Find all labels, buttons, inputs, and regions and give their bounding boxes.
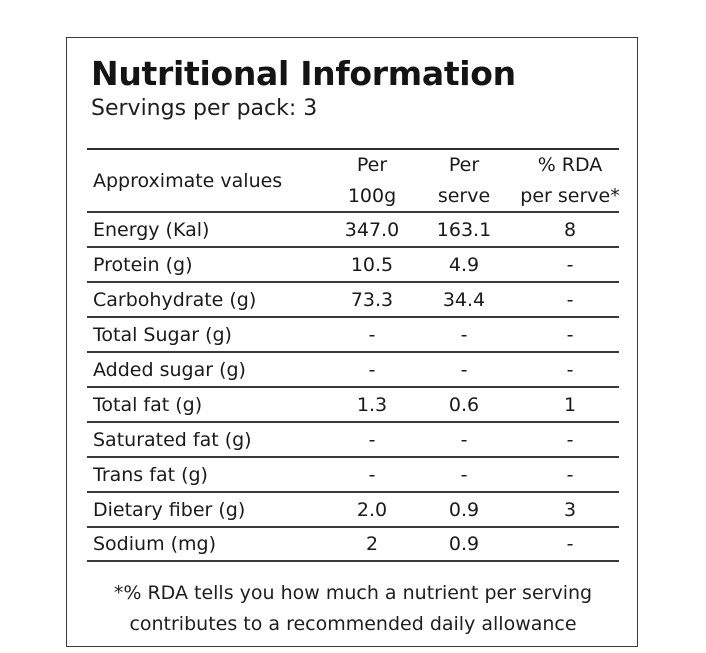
table-row: Total fat (g) 1.3 0.6 1 xyxy=(87,386,619,421)
header-per-100g-line1: Per xyxy=(356,153,388,176)
value-per-serve: 163.1 xyxy=(436,218,492,241)
value-per-serve: - xyxy=(460,463,468,486)
table-row: Added sugar (g) - - - xyxy=(87,351,619,386)
value-rda: - xyxy=(566,533,574,555)
table-row: Total Sugar (g) - - - xyxy=(87,316,619,351)
value-per-100g: 2.0 xyxy=(356,498,388,521)
footnote-line-1: *% RDA tells you how much a nutrient per… xyxy=(113,582,593,604)
servings-per-pack: Servings per pack: 3 xyxy=(91,96,318,121)
value-per-100g: - xyxy=(368,428,376,451)
nutrient-name: Protein (g) xyxy=(93,253,193,276)
value-per-100g: 10.5 xyxy=(350,253,394,276)
value-per-serve: 4.9 xyxy=(448,253,480,276)
header-per-serve-line2: serve xyxy=(437,184,491,207)
table-row: Sodium (mg) 2 0.9 - xyxy=(87,526,619,562)
value-per-100g: 347.0 xyxy=(344,218,400,241)
value-rda: - xyxy=(566,253,574,276)
value-rda: - xyxy=(566,288,574,311)
value-per-serve: - xyxy=(460,323,468,346)
value-per-serve: 0.9 xyxy=(448,498,480,521)
nutrient-name: Sodium (mg) xyxy=(93,533,217,555)
header-per-100g: Per 100g xyxy=(337,150,407,211)
header-approximate-values: Approximate values xyxy=(93,169,283,192)
header-rda-line1: % RDA xyxy=(537,153,603,176)
value-per-100g: 1.3 xyxy=(356,393,388,416)
table-row: Protein (g) 10.5 4.9 - xyxy=(87,246,619,281)
nutrient-name: Trans fat (g) xyxy=(93,463,208,486)
value-per-100g: 73.3 xyxy=(350,288,394,311)
value-rda: 8 xyxy=(563,218,577,241)
value-per-100g: - xyxy=(368,323,376,346)
value-rda: 3 xyxy=(563,498,577,521)
table-row: Dietary fiber (g) 2.0 0.9 3 xyxy=(87,491,619,526)
header-rda-line2: per serve* xyxy=(520,184,620,207)
value-per-100g: - xyxy=(368,358,376,381)
value-rda: - xyxy=(566,428,574,451)
table-row: Trans fat (g) - - - xyxy=(87,456,619,491)
value-per-100g: - xyxy=(368,463,376,486)
nutrient-name: Saturated fat (g) xyxy=(93,428,252,451)
table-header-row: Approximate values Per 100g Per serve % … xyxy=(87,148,620,211)
nutrient-name: Energy (Kal) xyxy=(93,218,210,241)
table-row: Energy (Kal) 347.0 163.1 8 xyxy=(87,211,619,246)
value-per-serve: 34.4 xyxy=(442,288,486,311)
value-per-serve: 0.6 xyxy=(448,393,480,416)
nutrient-name: Dietary fiber (g) xyxy=(93,498,246,521)
nutrient-name: Total fat (g) xyxy=(93,393,203,416)
footnote-line-2: contributes to a recommended daily allow… xyxy=(129,613,577,635)
value-per-serve: - xyxy=(460,358,468,381)
label-title: Nutritional Information xyxy=(91,54,516,93)
table-row: Carbohydrate (g) 73.3 34.4 - xyxy=(87,281,619,316)
nutrition-table: Approximate values Per 100g Per serve % … xyxy=(87,148,620,562)
rda-footnote: *% RDA tells you how much a nutrient per… xyxy=(67,578,639,640)
table-row: Saturated fat (g) - - - xyxy=(87,421,619,456)
value-per-100g: 2 xyxy=(365,533,379,555)
value-rda: - xyxy=(566,323,574,346)
header-per-serve: Per serve xyxy=(429,150,499,211)
value-rda: 1 xyxy=(563,393,577,416)
nutrient-name: Carbohydrate (g) xyxy=(93,288,257,311)
nutrient-name: Added sugar (g) xyxy=(93,358,246,381)
header-per-100g-line2: 100g xyxy=(347,184,397,207)
header-per-serve-line1: Per xyxy=(448,153,480,176)
value-rda: - xyxy=(566,358,574,381)
nutrition-label: Nutritional Information Servings per pac… xyxy=(66,37,638,647)
header-rda: % RDA per serve* xyxy=(517,150,623,211)
nutrient-name: Total Sugar (g) xyxy=(93,323,232,346)
value-rda: - xyxy=(566,463,574,486)
value-per-serve: 0.9 xyxy=(448,533,480,555)
value-per-serve: - xyxy=(460,428,468,451)
